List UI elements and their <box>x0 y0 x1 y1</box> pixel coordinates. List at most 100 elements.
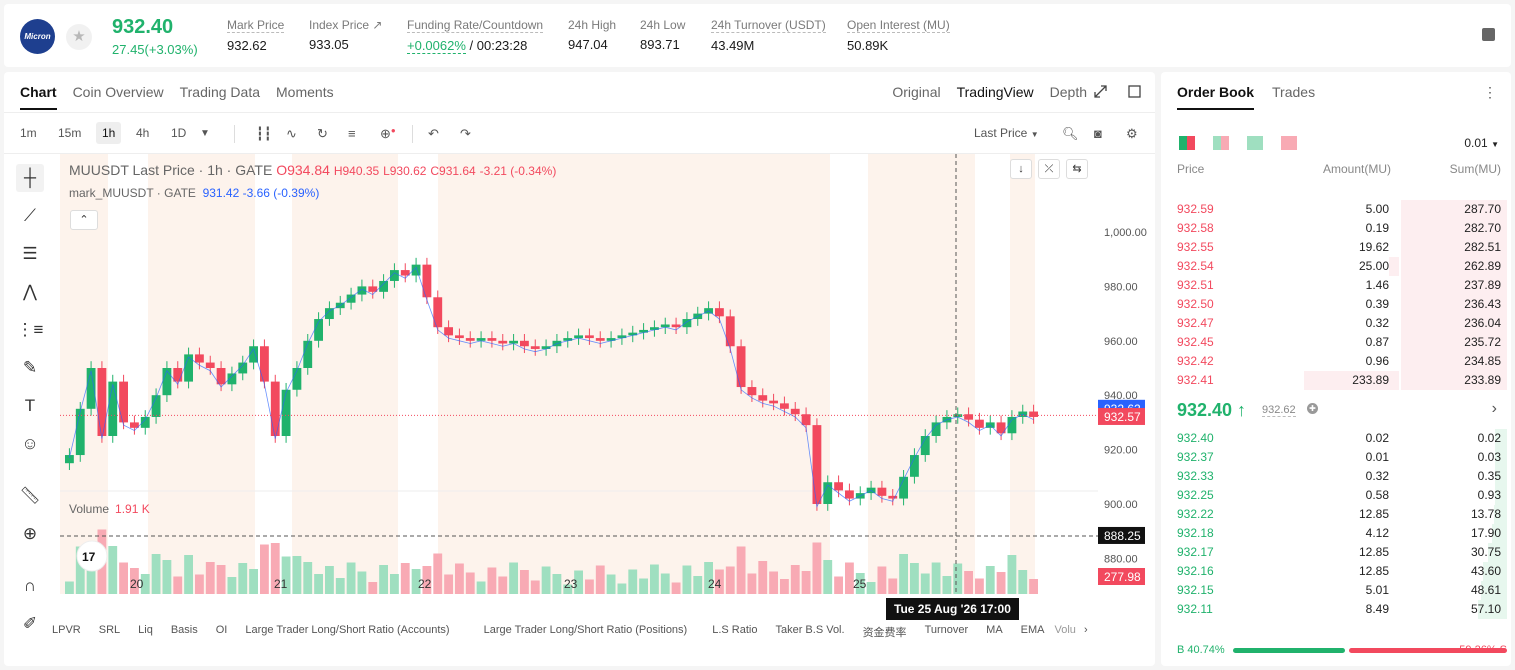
ask-row[interactable]: 932.55 19.62 282.51 <box>1161 238 1511 257</box>
ask-row[interactable]: 932.45 0.87 235.72 <box>1161 333 1511 352</box>
ask-row[interactable]: 932.51 1.46 237.89 <box>1161 276 1511 295</box>
ask-row[interactable]: 932.50 0.39 236.43 <box>1161 295 1511 314</box>
more-icon[interactable]: ⋮ <box>1483 84 1497 100</box>
bid-row[interactable]: 932.15 5.01 48.61 <box>1161 581 1511 600</box>
tab-order-book[interactable]: Order Book <box>1177 84 1255 110</box>
view-tradingview[interactable]: TradingView <box>956 84 1034 100</box>
sum-depth-bar <box>1487 543 1507 562</box>
candles-icon[interactable]: ┇┇ <box>256 126 272 141</box>
ask-row[interactable]: 932.59 5.00 287.70 <box>1161 200 1511 219</box>
search-icon[interactable]: 🔍︎ <box>1062 126 1079 141</box>
tab-trading-data[interactable]: Trading Data <box>179 84 261 100</box>
undo-icon[interactable]: ↶ <box>428 126 439 141</box>
brush-tool-icon[interactable]: ✎ <box>22 358 38 377</box>
indicator-srl[interactable]: SRL <box>98 624 121 636</box>
interval-4h[interactable]: 4h <box>136 126 150 140</box>
bid-row[interactable]: 932.16 12.85 43.60 <box>1161 562 1511 581</box>
indicator-ema[interactable]: EMA <box>1020 624 1045 636</box>
crosshair-tool-icon[interactable]: ┼ <box>16 164 44 192</box>
interval-1d[interactable]: 1D <box>171 126 187 140</box>
fullscreen-icon[interactable] <box>1128 85 1141 98</box>
bid-row[interactable]: 932.11 8.49 57.10 <box>1161 600 1511 619</box>
bid-row[interactable]: 932.22 12.85 13.78 <box>1161 505 1511 524</box>
magnet-tool-icon[interactable]: ∩ <box>23 576 37 595</box>
lock-drawing-icon[interactable]: ✐ <box>22 614 38 633</box>
zoom-tool-icon[interactable]: ⊕ <box>22 524 38 543</box>
text-tool-icon[interactable]: T <box>24 396 36 415</box>
layout-both-icon[interactable] <box>1179 136 1195 150</box>
layout-bids-icon[interactable] <box>1247 136 1263 150</box>
compare-icon[interactable]: ↻ <box>317 126 328 141</box>
emoji-tool-icon[interactable]: ☺ <box>21 434 39 453</box>
indicator-lpvr[interactable]: LPVR <box>52 624 81 636</box>
volume-bar <box>801 571 811 594</box>
indicator-taker-vol[interactable]: Taker B.S Vol. <box>775 624 845 636</box>
add-alert-icon[interactable]: ⊕● <box>380 126 396 141</box>
indicator-turnover[interactable]: Turnover <box>924 624 969 636</box>
indicator-ma[interactable]: MA <box>986 624 1003 636</box>
collapse-legend-button[interactable]: ⌃ <box>70 210 98 230</box>
redo-icon[interactable]: ↷ <box>460 126 471 141</box>
interval-1h[interactable]: 1h <box>96 122 122 144</box>
shield-icon[interactable]: ✚ <box>1307 403 1318 414</box>
favorite-star-icon[interactable]: ★ <box>66 24 92 50</box>
pattern-tool-icon[interactable]: ⋀ <box>23 282 37 301</box>
tab-chart[interactable]: Chart <box>20 84 57 110</box>
hline-tool-icon[interactable]: ☰ <box>22 244 38 263</box>
bid-row[interactable]: 932.40 0.02 0.02 <box>1161 429 1511 448</box>
stat-label[interactable]: Index Price ↗ <box>309 18 383 32</box>
bid-row[interactable]: 932.33 0.32 0.35 <box>1161 467 1511 486</box>
precision-select[interactable]: 0.01 ▼ <box>1464 136 1499 150</box>
scroll-down-button[interactable]: ↓ <box>1010 159 1032 179</box>
candle-body <box>920 436 930 456</box>
tab-coin-overview[interactable]: Coin Overview <box>72 84 164 100</box>
tab-moments[interactable]: Moments <box>276 84 334 100</box>
stat-index-price[interactable]: Index Price ↗ 933.05 <box>309 18 382 52</box>
fib-tool-icon[interactable]: ⋮≡ <box>16 320 44 339</box>
indicators-icon[interactable]: ∿ <box>286 126 297 141</box>
bid-row[interactable]: 932.17 12.85 30.75 <box>1161 543 1511 562</box>
indicator-ls-positions[interactable]: Large Trader Long/Short Ratio (Positions… <box>483 624 688 636</box>
chevron-down-icon[interactable]: ▼ <box>200 128 210 139</box>
indicator-basis[interactable]: Basis <box>170 624 198 636</box>
volume-bar <box>693 576 703 594</box>
view-original[interactable]: Original <box>892 84 941 100</box>
indicator-funding-rate[interactable]: 资金费率 <box>862 627 907 639</box>
layout-split-icon[interactable] <box>1213 136 1229 150</box>
indicator-ls-accounts[interactable]: Large Trader Long/Short Ratio (Accounts) <box>245 624 450 636</box>
ask-row[interactable]: 932.42 0.96 234.85 <box>1161 352 1511 371</box>
volume-bar <box>715 569 724 594</box>
collapse-chart-button[interactable]: ⤫ <box>1038 159 1060 179</box>
price-chart[interactable]: 20 21 22 23 24 25 17 <box>60 154 1098 594</box>
order-price: 932.54 <box>1177 259 1214 273</box>
indicator-liq[interactable]: Liq <box>138 624 153 636</box>
ruler-tool-icon[interactable]: 📏︎ <box>19 486 41 505</box>
bid-row[interactable]: 932.25 0.58 0.93 <box>1161 486 1511 505</box>
price-type-select[interactable]: Last Price ▼ <box>974 126 1039 140</box>
indicator-oi[interactable]: OI <box>215 624 228 636</box>
price-axis[interactable]: 1,000.00 980.00 960.00 940.00 920.00 900.00 88… <box>1098 154 1155 594</box>
volume-bar <box>433 553 443 594</box>
ask-row[interactable]: 932.54 25.00 262.89 <box>1161 257 1511 276</box>
toggle-chart-button[interactable]: ⇆ <box>1066 159 1088 179</box>
chevron-right-icon[interactable]: › <box>1491 400 1497 417</box>
expand-icon[interactable] <box>1094 85 1107 98</box>
interval-15m[interactable]: 15m <box>58 126 82 140</box>
book-icon[interactable] <box>1482 28 1495 41</box>
camera-icon[interactable]: ◙ <box>1094 126 1102 141</box>
ask-row[interactable]: 932.47 0.32 236.04 <box>1161 314 1511 333</box>
interval-1m[interactable]: 1m <box>20 126 37 140</box>
ask-row[interactable]: 932.41 233.89 233.89 <box>1161 371 1511 390</box>
indicator-volume[interactable]: Volu <box>1054 624 1076 636</box>
chevron-right-icon[interactable]: › <box>1083 624 1088 636</box>
view-depth[interactable]: Depth <box>1049 84 1087 100</box>
bid-row[interactable]: 932.18 4.12 17.90 <box>1161 524 1511 543</box>
gear-icon[interactable]: ⚙ <box>1126 126 1138 141</box>
layout-asks-icon[interactable] <box>1281 136 1297 150</box>
tab-trades[interactable]: Trades <box>1272 84 1316 100</box>
bid-row[interactable]: 932.37 0.01 0.03 <box>1161 448 1511 467</box>
indicator-ls-ratio[interactable]: L.S Ratio <box>712 624 758 636</box>
trendline-tool-icon[interactable]: ⟋ <box>24 206 36 225</box>
templates-icon[interactable]: ≡ <box>348 126 356 141</box>
ask-row[interactable]: 932.58 0.19 282.70 <box>1161 219 1511 238</box>
